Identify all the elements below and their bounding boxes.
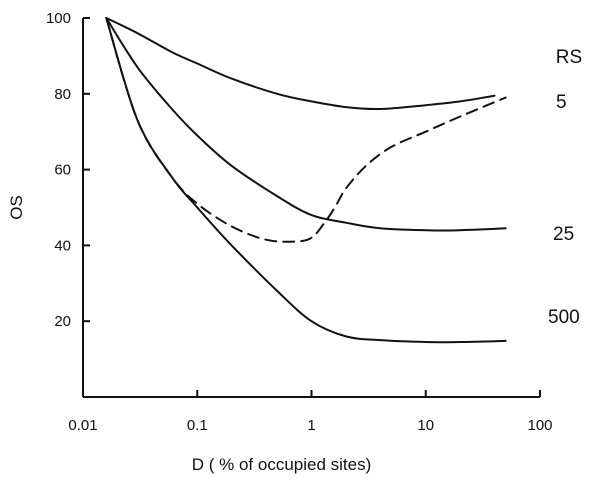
series-line-rs-500: [105, 17, 507, 344]
series-label-rs-5: 5: [556, 92, 567, 113]
labels: OS D ( % of occupied sites) RS: [7, 47, 582, 474]
y-axis-title: OS: [7, 195, 26, 220]
series-label-rs-25: 25: [553, 224, 574, 245]
x-tick-label: 10: [417, 417, 434, 434]
series-line-rs-5: [105, 17, 496, 111]
series-layer: 5 25 500: [105, 17, 580, 344]
x-tick-label: 100: [527, 417, 552, 434]
legend-title: RS: [556, 47, 582, 68]
x-tick-label: 0.01: [68, 417, 97, 434]
y-tick-label: 40: [54, 237, 71, 254]
series-line-dashed: [105, 17, 507, 243]
y-tick-label: 80: [54, 86, 71, 103]
x-tick-label: 1: [307, 417, 315, 434]
y-tick-label: 100: [46, 10, 71, 27]
x-tick-label: 0.1: [187, 417, 208, 434]
axes: 0.01 0.1 1 10 100 20 40 60 80 100: [46, 10, 553, 434]
series-line-rs-25: [105, 17, 507, 232]
series-label-rs-500: 500: [548, 307, 580, 328]
y-tick-label: 20: [54, 313, 71, 330]
y-tick-label: 60: [54, 162, 71, 179]
x-axis-title: D ( % of occupied sites): [192, 455, 372, 474]
